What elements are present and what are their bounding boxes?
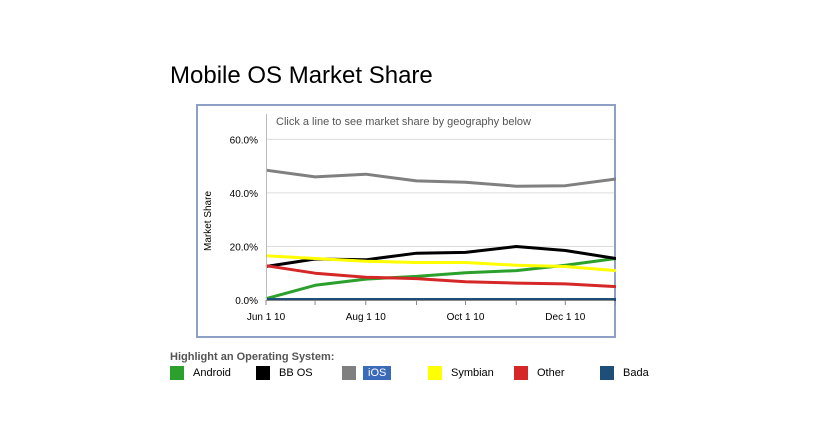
y-axis-label: Market Share <box>203 191 214 251</box>
y-tick-label: 60.0% <box>230 135 258 146</box>
series-lines <box>265 168 616 301</box>
legend-label: iOS <box>363 366 392 380</box>
legend-label: Symbian <box>451 367 494 379</box>
legend-item-bb-os[interactable]: BB OS <box>256 366 315 380</box>
series-line-ios[interactable] <box>265 168 616 188</box>
legend-item-ios[interactable]: iOS <box>342 366 392 380</box>
plot-area <box>266 114 614 300</box>
x-tick-label: Jun 1 10 <box>247 312 286 323</box>
y-tick-label: 20.0% <box>230 242 258 253</box>
y-tick-label: 0.0% <box>235 296 258 307</box>
x-tick-label: Aug 1 10 <box>346 312 386 323</box>
legend-label: Other <box>537 367 565 379</box>
series-line-symbian[interactable] <box>265 254 616 273</box>
legend-item-android[interactable]: Android <box>170 366 233 380</box>
legend-swatch <box>514 366 528 380</box>
legend-item-other[interactable]: Other <box>514 366 567 380</box>
legend-swatch <box>342 366 356 380</box>
legend-swatch <box>256 366 270 380</box>
legend-label: BB OS <box>279 367 313 379</box>
legend-swatch <box>170 366 184 380</box>
legend-heading: Highlight an Operating System: <box>170 351 335 363</box>
y-axis-ticks: 0.0% 20.0% 40.0% 60.0% <box>230 135 258 307</box>
chart-title: Mobile OS Market Share <box>170 62 433 89</box>
x-axis-ticks: Jun 1 10 Aug 1 10 Oct 1 10 Dec 1 10 <box>247 300 616 323</box>
series-line-other[interactable] <box>265 264 616 289</box>
legend-swatch <box>428 366 442 380</box>
x-tick-label: Oct 1 10 <box>447 312 485 323</box>
chart-hint: Click a line to see market share by geog… <box>276 116 531 128</box>
legend-item-symbian[interactable]: Symbian <box>428 366 496 380</box>
y-tick-label: 40.0% <box>230 189 258 200</box>
legend-label: Bada <box>623 367 649 379</box>
x-tick-label: Dec 1 10 <box>545 312 585 323</box>
legend-label: Android <box>193 367 231 379</box>
chart-plot: Click a line to see market share by geog… <box>203 114 616 323</box>
legend-swatch <box>600 366 614 380</box>
legend-item-bada[interactable]: Bada <box>600 366 651 380</box>
